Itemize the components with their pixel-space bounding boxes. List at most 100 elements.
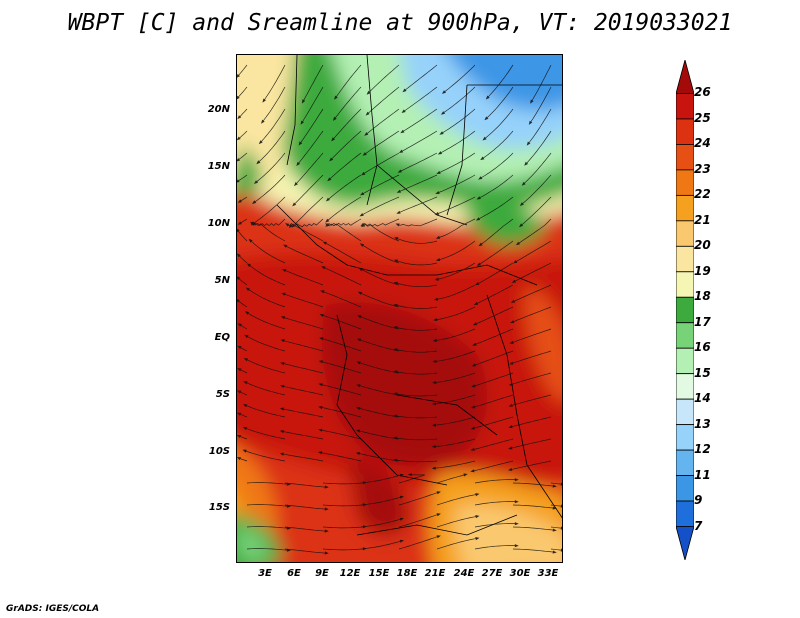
streamline (284, 548, 327, 554)
streamline (246, 526, 289, 529)
streamline-arrow (237, 412, 242, 416)
streamline-arrow (511, 279, 516, 283)
streamline (472, 438, 514, 451)
streamline (474, 523, 517, 528)
streamline (257, 130, 286, 164)
streamline-arrow (514, 522, 519, 526)
streamline (237, 174, 248, 183)
streamline-arrow (318, 360, 323, 364)
streamline-arrow (435, 258, 441, 262)
streamline (477, 196, 514, 220)
streamline-arrow (471, 405, 476, 409)
streamline (301, 86, 324, 124)
streamline (550, 548, 562, 551)
streamline-arrow (237, 299, 240, 303)
streamline (333, 86, 362, 120)
colorbar-bottom-arrow (676, 526, 694, 560)
streamline-arrow (243, 404, 248, 408)
streamline-arrow (358, 267, 363, 272)
colorbar-label: 17 (694, 314, 711, 329)
streamline (328, 152, 362, 181)
streamline (302, 64, 324, 102)
streamline (284, 526, 327, 532)
streamline-arrow (237, 457, 241, 461)
streamline-arrow (243, 358, 248, 362)
colorbar-swatch (676, 500, 694, 527)
streamline (474, 306, 514, 325)
streamline (293, 174, 324, 206)
streamline-arrow (318, 428, 323, 432)
streamline-arrow (431, 444, 436, 449)
streamline (332, 108, 362, 141)
streamline-arrow (366, 90, 371, 95)
streamline-arrow (324, 485, 329, 489)
streamline (481, 130, 514, 160)
streamline-arrow (356, 361, 361, 365)
streamline (247, 288, 286, 308)
streamline (395, 260, 438, 266)
streamline-arrow (393, 414, 398, 418)
streamline (437, 240, 476, 261)
streamline (510, 394, 552, 407)
streamline-arrow (471, 384, 476, 388)
streamline (434, 328, 476, 342)
streamline (261, 86, 286, 123)
streamline (284, 504, 327, 510)
streamline (395, 237, 438, 244)
streamline-arrow (355, 452, 361, 456)
streamline-arrow (361, 171, 366, 176)
colorbar-label: 9 (694, 493, 703, 508)
lon-label-24e: 24E (453, 568, 475, 579)
streamline-arrow (283, 244, 288, 248)
streamline (361, 196, 400, 216)
streamline (476, 262, 514, 285)
streamline (321, 290, 362, 308)
streamline-arrow (357, 291, 363, 295)
streamline-arrow (280, 362, 285, 366)
streamline-arrow (237, 221, 242, 225)
colorbar-label: 12 (694, 442, 711, 457)
streamline (248, 264, 286, 286)
streamline (320, 337, 362, 352)
streamline-arrow (552, 550, 557, 554)
streamline (395, 371, 438, 375)
streamline-arrow (237, 345, 242, 350)
streamline-arrow (431, 423, 436, 427)
streamline-arrow (560, 504, 562, 508)
colorbar-swatch (676, 194, 694, 222)
streamline-arrow (324, 529, 329, 533)
colorbar (676, 60, 694, 560)
streamline-arrow (397, 169, 402, 173)
streamline-arrow (441, 90, 446, 94)
lat-label-15n: 15N (207, 161, 230, 172)
streamline-arrow (243, 381, 248, 385)
streamline-arrow (436, 170, 441, 174)
streamline (365, 108, 400, 135)
streamline-arrow (508, 382, 514, 386)
streamline (521, 174, 552, 205)
streamline (319, 452, 362, 462)
streamline-arrow (280, 384, 285, 388)
streamline (253, 174, 286, 204)
streamline (361, 174, 400, 195)
streamline (434, 350, 476, 362)
streamline (357, 452, 400, 462)
colorbar-label: 24 (694, 136, 711, 151)
colorbar-label: 11 (694, 467, 711, 482)
streamline (473, 350, 514, 366)
streamline (550, 482, 562, 485)
streamline-arrow (394, 237, 399, 241)
streamline (327, 174, 362, 201)
streamline-arrow (519, 223, 524, 228)
streamline (320, 361, 362, 374)
streamline-arrow (364, 132, 369, 136)
streamline-arrow (279, 430, 284, 434)
streamline (335, 64, 362, 99)
streamline (520, 196, 552, 227)
streamline (440, 108, 476, 134)
streamline (473, 328, 514, 346)
streamline-arrow (436, 535, 441, 539)
streamline (395, 282, 438, 288)
colorbar-label: 15 (694, 365, 711, 380)
streamline (433, 438, 476, 448)
